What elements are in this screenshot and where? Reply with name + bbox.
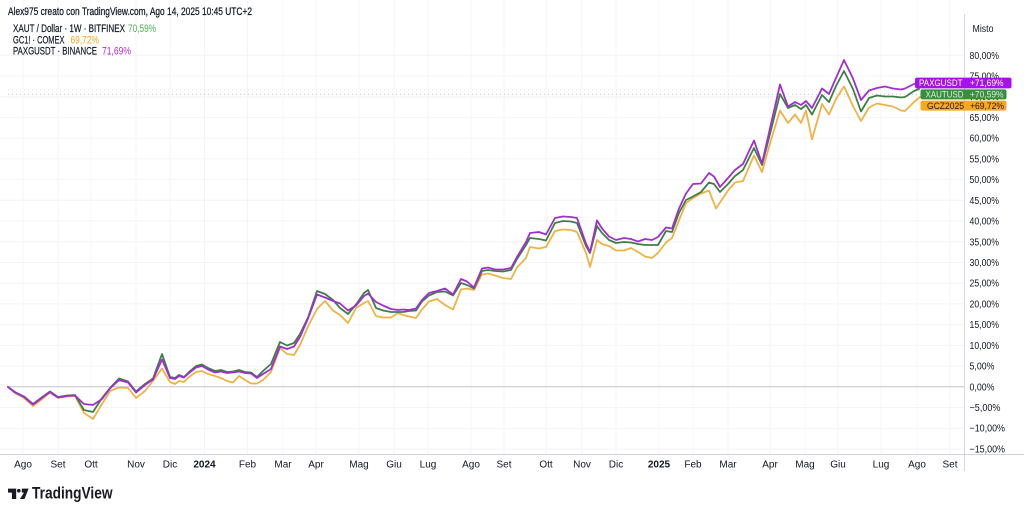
svg-text:Mar: Mar [274, 460, 292, 471]
svg-text:Nov: Nov [127, 460, 145, 471]
svg-text:Set: Set [496, 460, 511, 471]
svg-text:GCZ2025: GCZ2025 [927, 101, 964, 111]
svg-text:Lug: Lug [873, 460, 890, 471]
svg-text:25,00%: 25,00% [970, 279, 1000, 290]
svg-text:+69,72%: +69,72% [970, 101, 1004, 111]
svg-text:40,00%: 40,00% [970, 217, 1000, 228]
svg-text:Ago: Ago [908, 460, 926, 471]
svg-text:Giu: Giu [386, 460, 402, 471]
svg-text:69,72%: 69,72% [71, 34, 100, 46]
svg-text:Mag: Mag [349, 460, 368, 471]
svg-text:Giu: Giu [830, 460, 846, 471]
svg-text:30,00%: 30,00% [970, 258, 1000, 269]
svg-text:Lug: Lug [420, 460, 437, 471]
svg-text:GC1! · COMEX: GC1! · COMEX [13, 34, 65, 46]
svg-text:+71,69%: +71,69% [970, 78, 1004, 88]
svg-text:Mar: Mar [719, 460, 737, 471]
svg-text:Feb: Feb [684, 460, 702, 471]
svg-text:20,00%: 20,00% [970, 299, 1000, 310]
svg-text:Dic: Dic [609, 460, 623, 471]
svg-text:XAUT / Dollar · 1W · BITFINEX: XAUT / Dollar · 1W · BITFINEX [13, 23, 125, 35]
svg-text:Apr: Apr [308, 460, 324, 471]
svg-text:−10,00%: −10,00% [970, 424, 1006, 435]
svg-text:50,00%: 50,00% [970, 175, 1000, 186]
svg-text:55,00%: 55,00% [970, 154, 1000, 165]
svg-text:15,00%: 15,00% [970, 320, 1000, 331]
svg-text:XAUTUSD: XAUTUSD [926, 89, 964, 99]
svg-text:Ott: Ott [84, 460, 98, 471]
svg-text:Misto: Misto [973, 24, 994, 35]
svg-text:35,00%: 35,00% [970, 237, 1000, 248]
svg-text:PAXGUSDT · BINANCE: PAXGUSDT · BINANCE [13, 46, 97, 58]
svg-text:PAXGUSDT: PAXGUSDT [919, 78, 963, 88]
svg-text:2024: 2024 [193, 460, 216, 471]
svg-text:+70,59%: +70,59% [970, 89, 1004, 99]
svg-text:Ott: Ott [539, 460, 553, 471]
svg-text:−5,00%: −5,00% [970, 403, 1001, 414]
svg-text:80,00%: 80,00% [970, 51, 1000, 62]
svg-text:Apr: Apr [762, 460, 778, 471]
svg-text:75,00%: 75,00% [970, 72, 1000, 83]
svg-text:Dic: Dic [163, 460, 177, 471]
svg-text:10,00%: 10,00% [970, 341, 1000, 352]
svg-text:2025: 2025 [648, 460, 671, 471]
svg-text:60,00%: 60,00% [970, 134, 1000, 145]
svg-text:TradingView: TradingView [32, 485, 113, 503]
svg-text:Ago: Ago [14, 460, 32, 471]
svg-text:5,00%: 5,00% [970, 362, 995, 373]
svg-text:Nov: Nov [573, 460, 591, 471]
svg-text:Mag: Mag [795, 460, 814, 471]
svg-text:70,59%: 70,59% [128, 23, 156, 35]
svg-text:0,00%: 0,00% [970, 382, 995, 393]
svg-text:Ago: Ago [462, 460, 480, 471]
svg-text:Set: Set [50, 460, 65, 471]
svg-text:45,00%: 45,00% [970, 196, 1000, 207]
svg-text:Alex975 creato con TradingView: Alex975 creato con TradingView.com, Ago … [8, 6, 252, 18]
svg-text:65,00%: 65,00% [970, 113, 1000, 124]
svg-text:Set: Set [942, 460, 957, 471]
svg-text:71,69%: 71,69% [102, 46, 131, 58]
svg-text:−15,00%: −15,00% [970, 445, 1006, 456]
svg-text:Feb: Feb [239, 460, 257, 471]
